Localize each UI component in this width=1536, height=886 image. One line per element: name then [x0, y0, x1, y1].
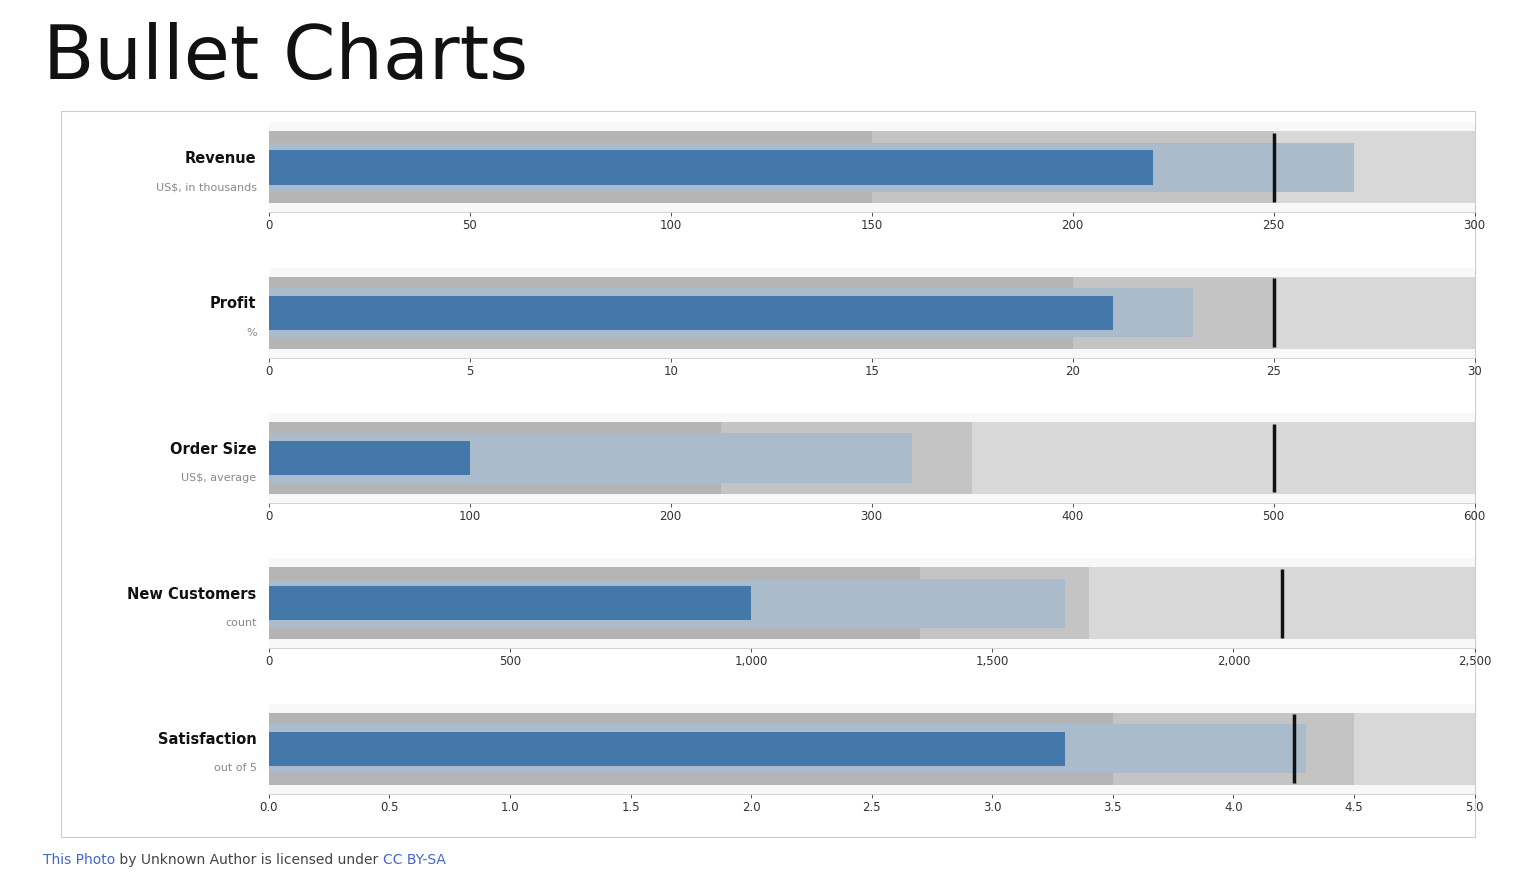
FancyBboxPatch shape [1329, 125, 1455, 155]
Bar [269, 579, 1064, 628]
Bar [269, 143, 1355, 192]
Bar [269, 131, 1273, 204]
Bar [269, 587, 751, 620]
Bar [269, 422, 1475, 494]
Text: Order Size: Order Size [170, 441, 257, 456]
Text: This Photo: This Photo [43, 852, 115, 867]
Bar [269, 712, 1112, 785]
Text: Update: Update [1367, 134, 1416, 146]
Text: US$, average: US$, average [181, 473, 257, 483]
Bar [269, 296, 1112, 330]
Bar [269, 732, 1064, 766]
Bar [269, 131, 1475, 204]
Bar [269, 288, 1193, 338]
Bar [269, 276, 1475, 349]
Text: %: % [246, 328, 257, 338]
Text: out of 5: out of 5 [214, 764, 257, 773]
Bar [269, 276, 1273, 349]
Text: count: count [224, 618, 257, 628]
Bar [269, 433, 912, 483]
Bar [269, 441, 470, 475]
Text: Bullet Charts: Bullet Charts [43, 22, 528, 95]
Text: Revenue: Revenue [184, 151, 257, 166]
Text: US$, in thousands: US$, in thousands [155, 183, 257, 192]
Bar [269, 712, 1355, 785]
Bar [269, 131, 872, 204]
Text: by Unknown Author is licensed under: by Unknown Author is licensed under [115, 852, 382, 867]
Bar [269, 151, 1154, 184]
Text: New Customers: New Customers [127, 587, 257, 602]
Bar [269, 567, 1475, 640]
Bar [269, 567, 1089, 640]
Bar [269, 724, 1306, 773]
Text: Profit: Profit [210, 296, 257, 311]
Bar [269, 422, 972, 494]
Text: CC BY-SA: CC BY-SA [382, 852, 445, 867]
Bar [269, 567, 920, 640]
Bar [269, 422, 720, 494]
Text: Satisfaction: Satisfaction [158, 732, 257, 747]
Bar [269, 276, 1072, 349]
Bar [269, 712, 1475, 785]
